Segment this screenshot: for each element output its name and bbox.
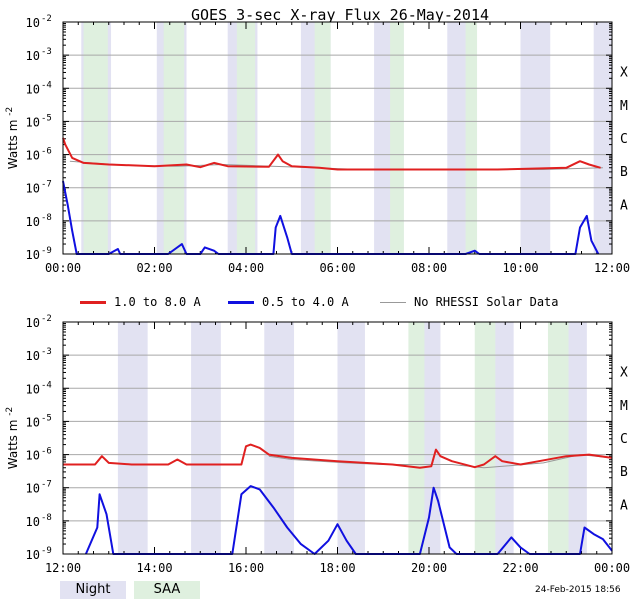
x-tick-label: 10:00 xyxy=(502,261,538,275)
legend-no-rhessi-label: No RHESSI Solar Data xyxy=(414,295,559,309)
y-tick-exponent: -2 xyxy=(41,14,52,24)
y-tick-label: 10 xyxy=(26,415,40,429)
y-tick-exponent: -6 xyxy=(41,147,52,157)
y-tick-exponent: -5 xyxy=(41,413,52,423)
y-tick-label: 10 xyxy=(26,149,40,163)
y-tick-exponent: -5 xyxy=(41,113,52,123)
series-short-channel xyxy=(84,485,613,555)
y-axis-label-base: Watts m xyxy=(6,116,20,169)
y-tick-exponent: -9 xyxy=(41,546,52,556)
plot-frame xyxy=(62,321,613,555)
night-band xyxy=(117,322,148,554)
y-tick-label: 10 xyxy=(26,548,40,562)
y-tick-exponent: -4 xyxy=(41,380,52,390)
x-tick-label: 22:00 xyxy=(502,561,538,575)
x-tick-label: 08:00 xyxy=(411,261,447,275)
flare-class-label: C xyxy=(620,132,628,147)
flare-class-label: X xyxy=(620,366,628,381)
y-tick-label: 10 xyxy=(26,482,40,496)
x-tick-label: 06:00 xyxy=(319,261,355,275)
saa-band xyxy=(236,22,256,254)
x-tick-label: 02:00 xyxy=(136,261,172,275)
chart-title: GOES 3-sec X-ray Flux 26-May-2014 xyxy=(191,6,489,24)
saa-band xyxy=(83,22,108,254)
y-tick-exponent: -3 xyxy=(41,347,52,357)
legend-no-rhessi: No RHESSI Solar Data xyxy=(380,295,559,309)
legend-no-rhessi-swatch xyxy=(380,302,406,303)
flare-class-label: A xyxy=(620,498,628,513)
series-no-rhessi xyxy=(268,454,613,469)
y-tick-exponent: -3 xyxy=(41,47,52,57)
y-tick-exponent: -6 xyxy=(41,447,52,457)
y-axis-label: Watts m -2 xyxy=(5,407,20,469)
flare-class-label: X xyxy=(620,66,628,81)
flare-class-label: M xyxy=(620,99,628,114)
night-band xyxy=(191,322,221,554)
flare-class-label: M xyxy=(620,399,628,414)
y-tick-label: 10 xyxy=(26,182,40,196)
legend-short-label: 0.5 to 4.0 A xyxy=(262,295,349,309)
y-tick-exponent: -2 xyxy=(41,314,52,324)
plot-frame xyxy=(62,21,613,255)
x-tick-label: 12:00 xyxy=(594,261,630,275)
y-tick-exponent: -4 xyxy=(41,80,52,90)
legend-long-swatch xyxy=(80,301,106,304)
x-tick-label: 00:00 xyxy=(45,261,81,275)
saa-band xyxy=(547,322,569,554)
x-tick-label: 16:00 xyxy=(228,561,264,575)
y-tick-label: 10 xyxy=(26,515,40,529)
night-legend-box: Night xyxy=(60,581,126,599)
legend-short-swatch xyxy=(228,301,254,304)
y-tick-label: 10 xyxy=(26,449,40,463)
night-band xyxy=(264,322,295,554)
y-axis-label-base: Watts m xyxy=(6,416,20,469)
y-axis-label-exp: -2 xyxy=(5,407,15,416)
y-tick-exponent: -8 xyxy=(41,513,52,523)
saa-band xyxy=(390,22,404,254)
series-long-channel xyxy=(63,443,613,469)
x-tick-label: 04:00 xyxy=(228,261,264,275)
x-tick-label: 00:00 xyxy=(594,561,630,575)
y-tick-label: 10 xyxy=(26,16,40,30)
x-tick-label: 20:00 xyxy=(411,561,447,575)
x-tick-label: 18:00 xyxy=(319,561,355,575)
saa-band xyxy=(465,22,478,254)
saa-band xyxy=(408,322,425,554)
y-axis-label: Watts m -2 xyxy=(5,107,20,169)
y-tick-label: 10 xyxy=(26,316,40,330)
generation-timestamp: 24-Feb-2015 18:56 xyxy=(535,585,621,595)
y-tick-label: 10 xyxy=(26,382,40,396)
legend-long-channel: 1.0 to 8.0 A xyxy=(80,295,201,309)
series-long-channel xyxy=(62,137,601,171)
saa-band xyxy=(314,22,331,254)
y-tick-label: 10 xyxy=(26,115,40,129)
night-band xyxy=(593,22,612,254)
y-tick-label: 10 xyxy=(26,349,40,363)
y-tick-exponent: -7 xyxy=(41,480,52,490)
saa-legend-box: SAA xyxy=(134,581,200,599)
y-tick-label: 10 xyxy=(26,248,40,262)
y-tick-exponent: -8 xyxy=(41,213,52,223)
y-tick-exponent: -9 xyxy=(41,246,52,256)
night-band xyxy=(520,22,551,254)
saa-band xyxy=(163,22,185,254)
flare-class-label: A xyxy=(620,198,628,213)
y-tick-label: 10 xyxy=(26,82,40,96)
flare-class-label: C xyxy=(620,432,628,447)
legend-long-label: 1.0 to 8.0 A xyxy=(114,295,201,309)
y-tick-label: 10 xyxy=(26,49,40,63)
flare-class-label: B xyxy=(620,465,628,480)
y-axis-label-exp: -2 xyxy=(5,107,15,116)
x-tick-label: 14:00 xyxy=(136,561,172,575)
flare-class-label: B xyxy=(620,165,628,180)
x-tick-label: 12:00 xyxy=(45,561,81,575)
y-tick-exponent: -7 xyxy=(41,180,52,190)
saa-band xyxy=(474,322,496,554)
y-tick-label: 10 xyxy=(26,215,40,229)
night-band xyxy=(337,322,365,554)
legend-short-channel: 0.5 to 4.0 A xyxy=(228,295,349,309)
